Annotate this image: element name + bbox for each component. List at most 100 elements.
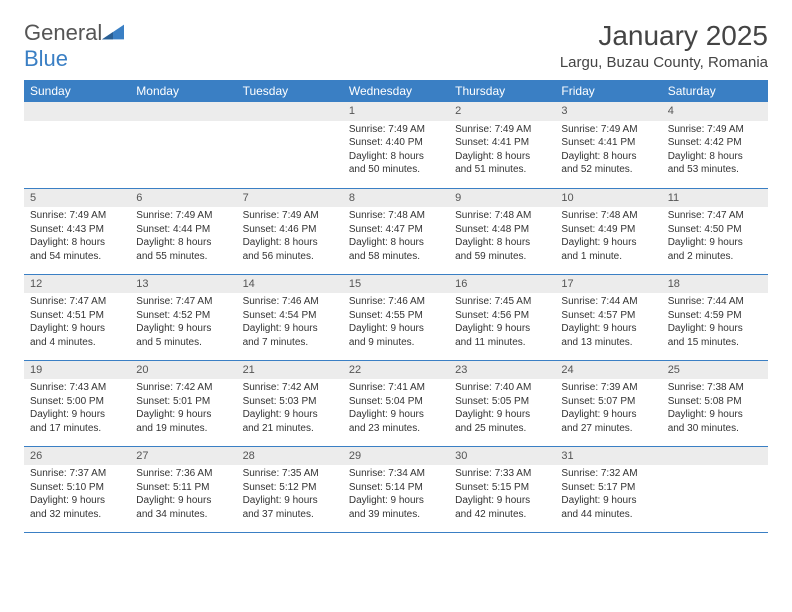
sunset-text: Sunset: 4:41 PM: [561, 136, 655, 150]
sunset-text: Sunset: 5:05 PM: [455, 395, 549, 409]
day-body: Sunrise: 7:43 AMSunset: 5:00 PMDaylight:…: [24, 379, 130, 439]
calendar-week-row: 26Sunrise: 7:37 AMSunset: 5:10 PMDayligh…: [24, 446, 768, 532]
sunset-text: Sunset: 5:03 PM: [243, 395, 337, 409]
day-body: Sunrise: 7:48 AMSunset: 4:48 PMDaylight:…: [449, 207, 555, 267]
sunrise-text: Sunrise: 7:49 AM: [243, 209, 337, 223]
day-number: 8: [343, 189, 449, 208]
calendar-day-cell: [24, 102, 130, 188]
daylight-line1: Daylight: 9 hours: [349, 408, 443, 422]
day-body: Sunrise: 7:37 AMSunset: 5:10 PMDaylight:…: [24, 465, 130, 525]
title-block: January 2025 Largu, Buzau County, Romani…: [560, 20, 768, 71]
daylight-line1: Daylight: 9 hours: [455, 322, 549, 336]
calendar-day-cell: 17Sunrise: 7:44 AMSunset: 4:57 PMDayligh…: [555, 274, 661, 360]
day-header: Tuesday: [237, 80, 343, 102]
daylight-line2: and 44 minutes.: [561, 508, 655, 522]
sunset-text: Sunset: 4:56 PM: [455, 309, 549, 323]
calendar-day-cell: 19Sunrise: 7:43 AMSunset: 5:00 PMDayligh…: [24, 360, 130, 446]
day-body: Sunrise: 7:42 AMSunset: 5:03 PMDaylight:…: [237, 379, 343, 439]
brand-text: General Blue: [24, 20, 124, 72]
day-body: Sunrise: 7:41 AMSunset: 5:04 PMDaylight:…: [343, 379, 449, 439]
day-body: Sunrise: 7:44 AMSunset: 4:59 PMDaylight:…: [662, 293, 768, 353]
daylight-line2: and 32 minutes.: [30, 508, 124, 522]
sunrise-text: Sunrise: 7:42 AM: [243, 381, 337, 395]
day-number: 4: [662, 102, 768, 121]
calendar-day-cell: 7Sunrise: 7:49 AMSunset: 4:46 PMDaylight…: [237, 188, 343, 274]
day-body: Sunrise: 7:49 AMSunset: 4:40 PMDaylight:…: [343, 121, 449, 181]
day-number: 29: [343, 447, 449, 466]
sunrise-text: Sunrise: 7:49 AM: [455, 123, 549, 137]
calendar-day-cell: 2Sunrise: 7:49 AMSunset: 4:41 PMDaylight…: [449, 102, 555, 188]
day-body: Sunrise: 7:35 AMSunset: 5:12 PMDaylight:…: [237, 465, 343, 525]
sunrise-text: Sunrise: 7:44 AM: [668, 295, 762, 309]
day-body: Sunrise: 7:49 AMSunset: 4:41 PMDaylight:…: [555, 121, 661, 181]
sunset-text: Sunset: 5:10 PM: [30, 481, 124, 495]
daylight-line1: Daylight: 8 hours: [349, 236, 443, 250]
calendar-day-cell: 12Sunrise: 7:47 AMSunset: 4:51 PMDayligh…: [24, 274, 130, 360]
calendar-day-cell: 25Sunrise: 7:38 AMSunset: 5:08 PMDayligh…: [662, 360, 768, 446]
daylight-line2: and 4 minutes.: [30, 336, 124, 350]
daylight-line2: and 1 minute.: [561, 250, 655, 264]
sunset-text: Sunset: 4:59 PM: [668, 309, 762, 323]
day-number: 28: [237, 447, 343, 466]
daylight-line2: and 58 minutes.: [349, 250, 443, 264]
sunrise-text: Sunrise: 7:35 AM: [243, 467, 337, 481]
calendar-day-cell: 31Sunrise: 7:32 AMSunset: 5:17 PMDayligh…: [555, 446, 661, 532]
day-body: Sunrise: 7:34 AMSunset: 5:14 PMDaylight:…: [343, 465, 449, 525]
calendar-week-row: 12Sunrise: 7:47 AMSunset: 4:51 PMDayligh…: [24, 274, 768, 360]
header: General Blue January 2025 Largu, Buzau C…: [24, 20, 768, 72]
daylight-line1: Daylight: 8 hours: [455, 150, 549, 164]
day-body: Sunrise: 7:38 AMSunset: 5:08 PMDaylight:…: [662, 379, 768, 439]
sunset-text: Sunset: 4:40 PM: [349, 136, 443, 150]
day-number: 1: [343, 102, 449, 121]
sunrise-text: Sunrise: 7:34 AM: [349, 467, 443, 481]
sunset-text: Sunset: 4:57 PM: [561, 309, 655, 323]
day-header: Monday: [130, 80, 236, 102]
daylight-line2: and 11 minutes.: [455, 336, 549, 350]
daylight-line1: Daylight: 9 hours: [668, 322, 762, 336]
sunset-text: Sunset: 5:14 PM: [349, 481, 443, 495]
day-number: 30: [449, 447, 555, 466]
day-number: 3: [555, 102, 661, 121]
day-header: Thursday: [449, 80, 555, 102]
sunrise-text: Sunrise: 7:41 AM: [349, 381, 443, 395]
daylight-line2: and 59 minutes.: [455, 250, 549, 264]
day-number: 6: [130, 189, 236, 208]
day-number: 24: [555, 361, 661, 380]
calendar-day-cell: 28Sunrise: 7:35 AMSunset: 5:12 PMDayligh…: [237, 446, 343, 532]
daylight-line2: and 54 minutes.: [30, 250, 124, 264]
daylight-line1: Daylight: 9 hours: [561, 408, 655, 422]
sunset-text: Sunset: 4:46 PM: [243, 223, 337, 237]
daylight-line2: and 13 minutes.: [561, 336, 655, 350]
calendar-day-cell: [237, 102, 343, 188]
day-number: 16: [449, 275, 555, 294]
sunset-text: Sunset: 4:44 PM: [136, 223, 230, 237]
sunset-text: Sunset: 4:54 PM: [243, 309, 337, 323]
sunrise-text: Sunrise: 7:33 AM: [455, 467, 549, 481]
daylight-line2: and 15 minutes.: [668, 336, 762, 350]
calendar-day-cell: [662, 446, 768, 532]
day-number: 20: [130, 361, 236, 380]
sunset-text: Sunset: 4:55 PM: [349, 309, 443, 323]
sunrise-text: Sunrise: 7:46 AM: [243, 295, 337, 309]
day-body: Sunrise: 7:49 AMSunset: 4:43 PMDaylight:…: [24, 207, 130, 267]
sunrise-text: Sunrise: 7:44 AM: [561, 295, 655, 309]
sunset-text: Sunset: 5:07 PM: [561, 395, 655, 409]
calendar-day-cell: 9Sunrise: 7:48 AMSunset: 4:48 PMDaylight…: [449, 188, 555, 274]
daylight-line2: and 25 minutes.: [455, 422, 549, 436]
calendar-day-cell: 11Sunrise: 7:47 AMSunset: 4:50 PMDayligh…: [662, 188, 768, 274]
day-body: Sunrise: 7:49 AMSunset: 4:44 PMDaylight:…: [130, 207, 236, 267]
calendar-day-cell: 4Sunrise: 7:49 AMSunset: 4:42 PMDaylight…: [662, 102, 768, 188]
calendar-day-cell: 15Sunrise: 7:46 AMSunset: 4:55 PMDayligh…: [343, 274, 449, 360]
sunrise-text: Sunrise: 7:43 AM: [30, 381, 124, 395]
daylight-line1: Daylight: 9 hours: [243, 322, 337, 336]
day-header: Wednesday: [343, 80, 449, 102]
sunset-text: Sunset: 5:15 PM: [455, 481, 549, 495]
day-body: Sunrise: 7:49 AMSunset: 4:46 PMDaylight:…: [237, 207, 343, 267]
day-header: Sunday: [24, 80, 130, 102]
brand-logo: General Blue: [24, 20, 124, 72]
calendar-week-row: 5Sunrise: 7:49 AMSunset: 4:43 PMDaylight…: [24, 188, 768, 274]
day-body: Sunrise: 7:33 AMSunset: 5:15 PMDaylight:…: [449, 465, 555, 525]
day-body: Sunrise: 7:46 AMSunset: 4:54 PMDaylight:…: [237, 293, 343, 353]
calendar-day-cell: 29Sunrise: 7:34 AMSunset: 5:14 PMDayligh…: [343, 446, 449, 532]
calendar-day-cell: 10Sunrise: 7:48 AMSunset: 4:49 PMDayligh…: [555, 188, 661, 274]
